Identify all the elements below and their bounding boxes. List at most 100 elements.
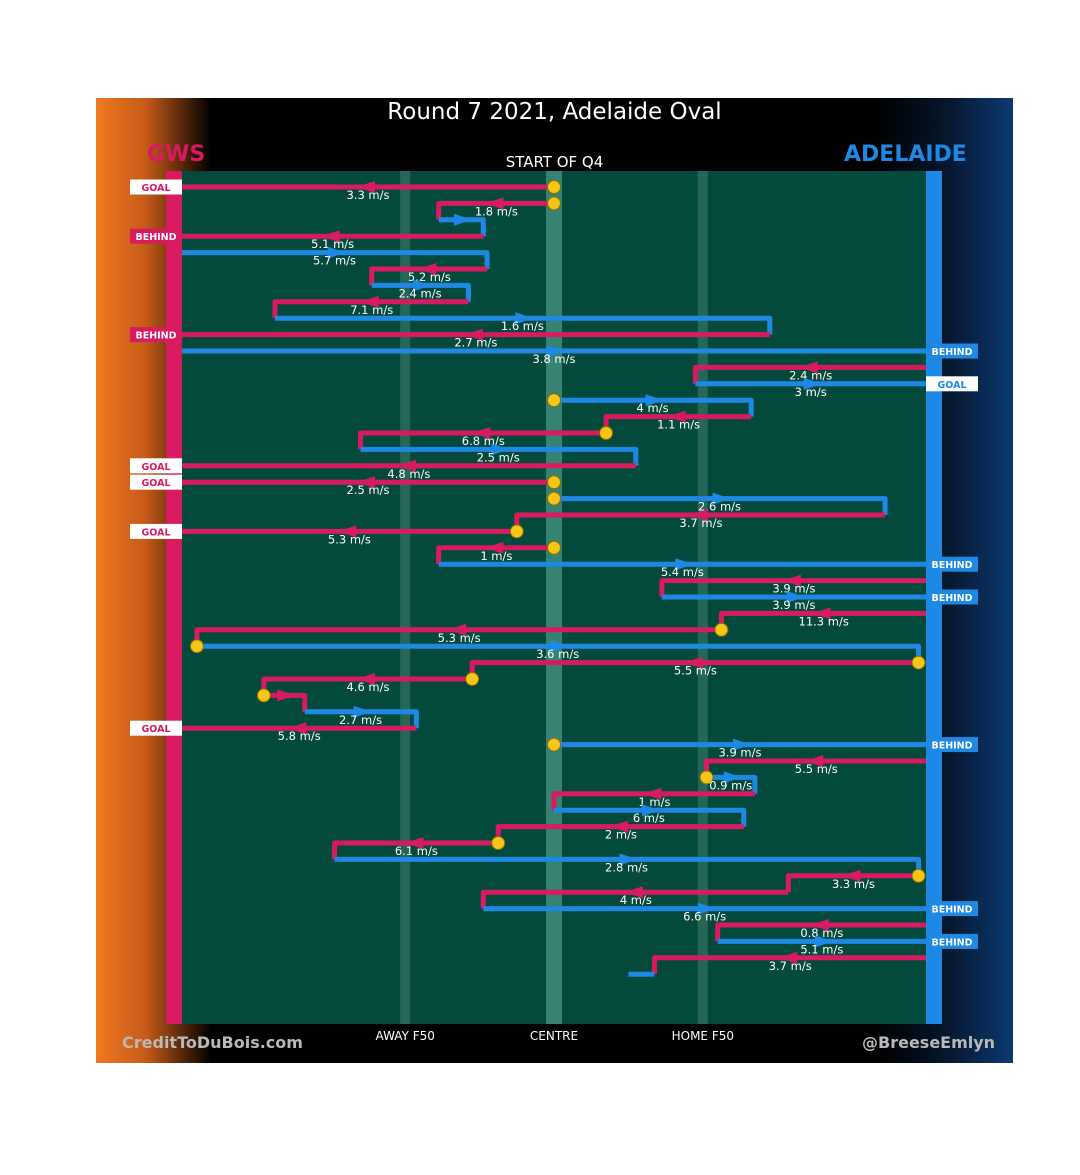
score-badge [926,901,978,917]
direction-arrow [675,558,694,571]
score-badge-label: GOAL [141,183,170,194]
possession-segment: 3.9 m/s BEHIND [547,737,978,760]
possession-segment: 6.8 m/s [358,426,614,450]
x-tick-label: HOME F50 [672,1029,734,1043]
direction-arrow [405,837,424,849]
stoppage-marker [547,475,561,490]
possession-segment: 1 m/s [551,787,755,811]
direction-arrow [547,345,565,357]
direction-arrow [357,673,375,685]
stoppage-marker [547,393,561,408]
segment-line [436,200,554,220]
speed-label: 4 m/s [620,893,652,907]
segment-line [554,397,754,417]
possession-segment: 2.7 m/s [304,705,419,729]
possession-segment: 1.6 m/s [275,312,773,335]
direction-arrow [810,919,829,931]
score-badge-label: BEHIND [931,937,972,948]
score-badge [130,458,182,474]
possession-segment: 0.8 m/s [715,919,926,942]
score-badge [130,179,182,195]
stoppage-marker [714,622,729,637]
direction-arrow [641,804,660,817]
direction-arrow [338,525,357,538]
x-tick-label: CENTRE [530,1029,578,1043]
speed-label: 3.8 m/s [532,352,575,366]
speed-label: 3 m/s [795,385,827,399]
possession-segment: 2.4 m/s [371,279,471,302]
possession-segment: 2.6 m/s [547,491,888,515]
speed-label: 1.8 m/s [475,204,518,218]
possession-segment: 5.3 m/s GOAL [130,523,524,546]
credit-left: CreditToDuBois.com [122,1033,303,1052]
chart-title: Round 7 2021, Adelaide Oval [387,99,722,125]
possession-segment: 1 m/s [436,540,561,565]
speed-label: 5.5 m/s [795,762,838,776]
speed-label: 4.6 m/s [346,680,389,694]
possession-segment: 5.7 m/s [182,246,490,269]
direction-arrow [418,263,437,275]
stoppage-marker [189,639,204,654]
speed-label: 5.3 m/s [438,631,481,645]
direction-arrow [472,427,491,439]
speed-label: 3.9 m/s [718,746,761,760]
direction-arrow [515,312,534,325]
direction-arrow [689,509,708,521]
speed-label: 5.2 m/s [408,270,451,284]
score-badge-label: GOAL [937,380,966,391]
score-badge [130,720,182,736]
segment-line [369,266,488,286]
direction-arrow [353,705,372,718]
team-right-label: ADELAIDE [844,142,967,167]
direction-arrow [812,607,831,620]
score-badge-label: BEHIND [931,905,972,916]
possession-segment: 5.8 m/s GOAL [130,720,417,743]
direction-arrow [723,771,742,784]
direction-arrow [805,755,824,767]
score-badge [926,376,978,392]
direction-arrow [288,722,307,735]
speed-label: 5.1 m/s [800,942,843,956]
score-badge-label: BEHIND [931,593,972,604]
direction-arrow [799,361,818,374]
direction-arrow [413,279,432,292]
direction-arrow [667,410,686,423]
speed-label: 2.4 m/s [789,368,832,382]
speed-label: 5.7 m/s [313,254,356,268]
segment-line [358,430,607,450]
team-left-label: GWS [147,142,206,167]
direction-arrow [733,738,751,751]
segment-line [651,955,926,975]
score-badge [130,474,182,490]
possession-segment: 5.1 m/s BEHIND [130,228,484,251]
segment-line [480,889,789,909]
direction-arrow [277,689,296,702]
segment-line [304,709,419,729]
speed-label: 2.5 m/s [477,450,520,464]
direction-arrow [842,869,861,882]
possession-segment: 3.6 m/s [189,639,922,663]
direction-arrow [448,623,467,636]
speed-label: 5.4 m/s [661,565,704,579]
direction-arrow [782,574,801,587]
speed-label: 3.7 m/s [769,959,812,973]
possession-segment: 1.1 m/s [603,410,752,433]
direction-arrow [321,230,340,243]
direction-arrow [643,787,662,800]
speed-label: 4.8 m/s [387,467,430,481]
possession-segment: 5.4 m/s BEHIND [438,556,978,579]
stoppage-marker [509,524,524,539]
possession-segment: 3 m/s GOAL [695,376,978,399]
direction-arrow [786,591,805,603]
possession-segment: 2.5 m/s GOAL [130,474,561,497]
score-badge [130,523,182,539]
speed-label: 6.1 m/s [395,844,438,858]
direction-arrow [684,656,703,669]
speed-label: 0.9 m/s [709,778,752,792]
possession-segment: 3.3 m/s [785,868,926,893]
possession-segment: 6.6 m/s BEHIND [483,901,978,924]
speed-label: 3.3 m/s [832,877,875,891]
possession-segment: 3.9 m/s BEHIND [661,589,978,612]
possession-segment [438,213,486,237]
possession-segment: 11.3 m/s [718,607,926,630]
